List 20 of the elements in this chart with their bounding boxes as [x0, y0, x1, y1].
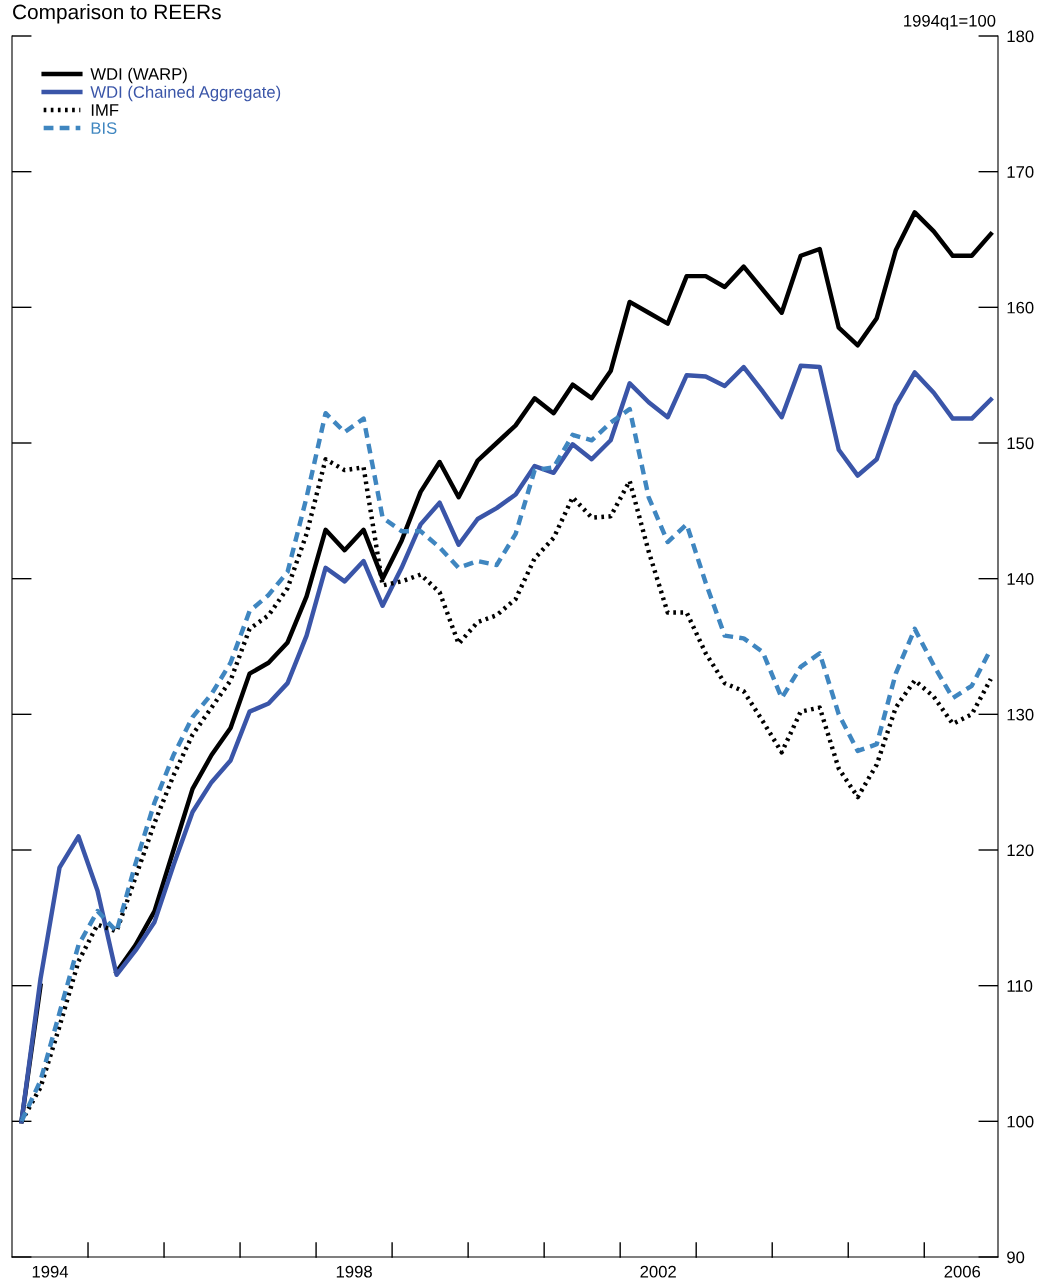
y-tick-label: 170: [1007, 166, 1034, 178]
x-tick-label: 2002: [640, 1265, 676, 1278]
y-tick-label: 100: [1007, 1115, 1034, 1128]
y-tick-label: 130: [1007, 708, 1034, 721]
y-tick-label: 140: [1007, 573, 1034, 585]
chart-title: Comparison to REERs: [13, 4, 221, 24]
x-tick-label: 2006: [944, 1265, 981, 1278]
y-tick-label: 160: [1007, 301, 1034, 314]
text: 1994q1=100: [904, 14, 996, 30]
y-tick-label: 90: [1007, 1251, 1025, 1264]
legend-label: WDI (WARP): [90, 67, 187, 84]
y-tick-label: 120: [1007, 844, 1034, 857]
legend-label: WDI (Chained Aggregate): [90, 85, 281, 102]
x-tick-label: 1994: [32, 1265, 69, 1278]
legend-label: IMF: [91, 104, 119, 116]
y-tick-label: 110: [1007, 980, 1033, 992]
legend-label: BIS: [91, 122, 117, 135]
y-tick-label: 180: [1007, 30, 1034, 43]
x-tick-label: 1998: [336, 1265, 372, 1278]
y-tick-label: 150: [1007, 437, 1034, 450]
